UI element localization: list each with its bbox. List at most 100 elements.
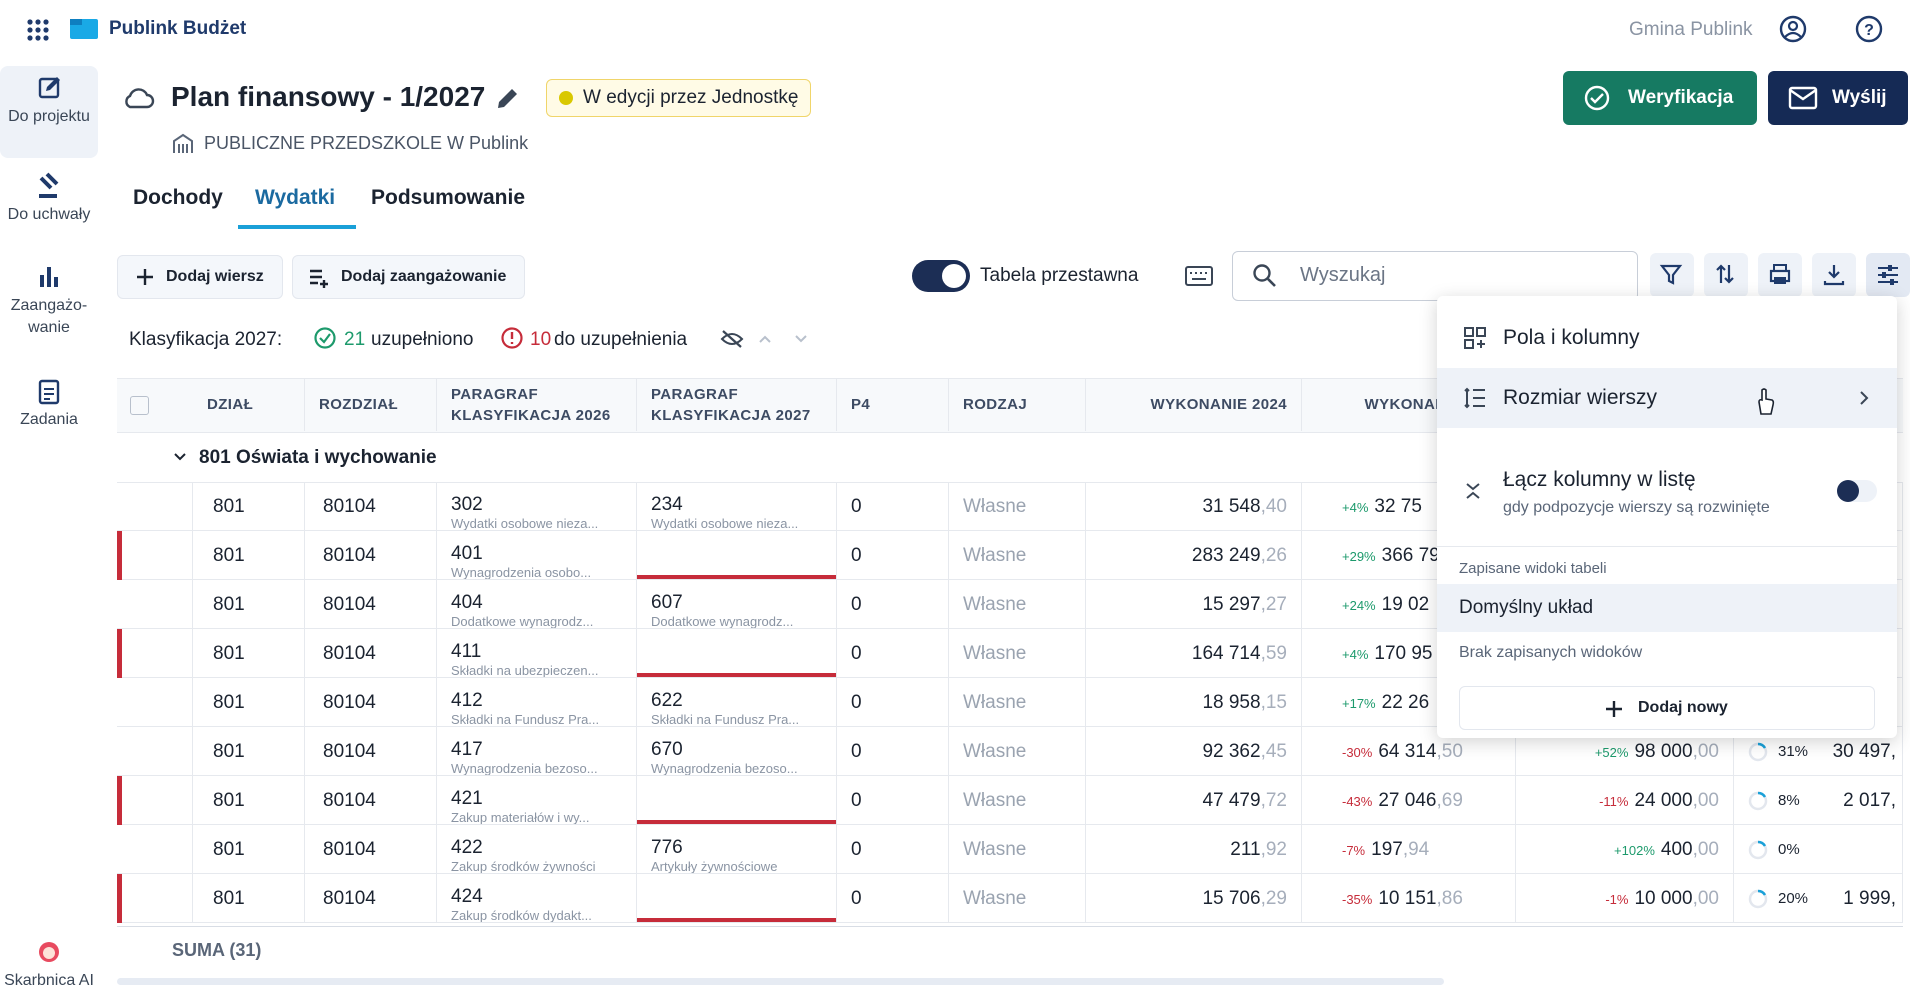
sidebar-item[interactable]: Zaangażo- wanie: [0, 255, 98, 347]
toolbar-icon-button[interactable]: [1866, 253, 1910, 297]
sidebar-item[interactable]: Do uchwały: [0, 164, 98, 234]
sidebar-item[interactable]: Zadania: [0, 369, 98, 439]
down-icon[interactable]: [794, 332, 808, 350]
column-header[interactable]: DZIAŁ: [193, 378, 305, 431]
group-row: [117, 433, 1903, 483]
edit-icon[interactable]: [494, 84, 522, 112]
menu-item[interactable]: Pola i kolumny: [1503, 326, 1640, 349]
send-button[interactable]: Wyślij: [1768, 71, 1908, 125]
search-placeholder: Wyszukaj: [1300, 264, 1386, 286]
scrollbar: [117, 978, 1444, 985]
verify-label: Weryfikacja: [1628, 87, 1734, 108]
search-box[interactable]: [1232, 251, 1638, 301]
table-cell: 164 714,59: [1086, 629, 1302, 678]
change-label: -30%: [1342, 745, 1373, 760]
verify-button[interactable]: Weryfikacja: [1563, 71, 1757, 125]
table-cell: 211,92: [1086, 825, 1302, 874]
table-cell: 0: [837, 482, 949, 531]
svg-text:?: ?: [1864, 22, 1874, 39]
toolbar-icon-button[interactable]: [1650, 253, 1694, 297]
missing-underline: [637, 575, 836, 579]
column-header[interactable]: P4: [837, 378, 949, 431]
table-cell: [637, 531, 837, 580]
paragraph-code: 422: [451, 837, 483, 858]
unit-name: PUBLICZNE PRZEDSZKOLE W Publink: [204, 133, 529, 153]
tab[interactable]: Dochody: [133, 186, 223, 209]
table-cell: 80104: [305, 874, 437, 923]
select-all[interactable]: [130, 396, 149, 415]
table-cell: 234 Wydatki osobowe nieza...: [637, 482, 837, 531]
table-cell: 92 362,45: [1086, 727, 1302, 776]
change-label: +17%: [1342, 696, 1376, 711]
sidebar-item[interactable]: Do projektu: [0, 66, 98, 158]
cloud-icon: [125, 88, 155, 109]
toolbar-icon-button[interactable]: [1704, 253, 1748, 297]
table-cell: 0: [837, 825, 949, 874]
change-label: +29%: [1342, 549, 1376, 564]
amount: 31 548,40: [1202, 496, 1287, 517]
amount: 400,00: [1660, 839, 1719, 860]
help-icon[interactable]: ?: [1854, 14, 1884, 49]
change-label: +24%: [1342, 598, 1376, 613]
keyboard-icon[interactable]: [1184, 264, 1214, 288]
sidebar-item[interactable]: Skarbnica AI: [0, 930, 98, 1000]
amount: 283 249,26: [1191, 545, 1287, 566]
tab[interactable]: Wydatki: [255, 186, 336, 209]
amount: 27 046,69: [1378, 790, 1463, 811]
column-header[interactable]: PARAGRAF KLASYFIKACJA 2027: [637, 378, 837, 431]
table-cell: -35% 10 151,86: [1302, 874, 1516, 923]
collapse-icon[interactable]: [172, 449, 188, 470]
column-header[interactable]: ROZDZIAŁ: [305, 378, 437, 431]
menu-item-highlight[interactable]: Domyślny układ: [1437, 584, 1897, 632]
sidebar-label: Zaangażo- wanie: [10, 297, 88, 336]
group-label: 801 Oświata i wychowanie: [199, 447, 437, 468]
menu-item[interactable]: Łącz kolumny w listę: [1503, 468, 1696, 491]
merge-toggle[interactable]: [1837, 480, 1877, 502]
amount: 15 297,27: [1202, 594, 1287, 615]
change-label: -43%: [1342, 794, 1373, 809]
table-cell: 80104: [305, 629, 437, 678]
toggle[interactable]: [912, 260, 970, 292]
menu-item-highlight[interactable]: Rozmiar wierszy: [1437, 368, 1897, 428]
column-header[interactable]: WYKONANIE 2024: [1086, 378, 1302, 431]
sidebar-label: Do projektu: [8, 108, 90, 125]
tab-underline: [238, 225, 356, 229]
paragraph-desc: Składki na ubezpieczen...: [451, 663, 599, 678]
column-header[interactable]: RODZAJ: [949, 378, 1086, 431]
up-icon[interactable]: [758, 332, 772, 350]
table-cell: Własne: [949, 727, 1086, 776]
change-label: -1%: [1605, 892, 1629, 907]
table-cell: 801: [193, 727, 305, 776]
tab[interactable]: Podsumowanie: [371, 186, 526, 209]
apps-icon[interactable]: [26, 18, 50, 42]
add-commitment-button[interactable]: Dodaj zaangażowanie: [292, 255, 526, 299]
table-cell: 0: [837, 629, 949, 678]
table-cell: 424 Zakup środków dydakt...: [437, 874, 637, 923]
add-view-button[interactable]: Dodaj nowy: [1459, 686, 1875, 730]
table-cell: -11% 24 000,00: [1516, 776, 1734, 825]
classification-label: Klasyfikacja 2027:: [129, 329, 283, 350]
table-cell: Własne: [949, 531, 1086, 580]
column-header[interactable]: PARAGRAF KLASYFIKACJA 2026: [437, 378, 637, 431]
table-cell: +102% 400,00: [1516, 825, 1734, 874]
user-icon[interactable]: [1778, 14, 1808, 49]
paragraph-desc: Zakup środków żywności: [451, 859, 596, 874]
add-row-button[interactable]: Dodaj wiersz: [117, 255, 283, 299]
table-cell: Własne: [949, 678, 1086, 727]
toggle-label: Tabela przestawna: [980, 265, 1139, 286]
table-cell: [117, 580, 193, 629]
done-icon[interactable]: [313, 326, 337, 355]
todo-icon[interactable]: [500, 326, 524, 355]
toolbar-icon-button[interactable]: [1758, 253, 1802, 297]
toolbar-icon-button[interactable]: [1812, 253, 1856, 297]
table-cell: Własne: [949, 825, 1086, 874]
table-cell: 801: [193, 776, 305, 825]
table-cell: 20% 1 999,: [1734, 874, 1903, 923]
amount: 197,94: [1371, 839, 1430, 860]
hide-icon[interactable]: [720, 328, 744, 355]
sidebar-label: Zadania: [20, 411, 78, 428]
table-cell: -7% 197,94: [1302, 825, 1516, 874]
table-cell: 801: [193, 874, 305, 923]
todo-label: do uzupełnienia: [554, 329, 688, 350]
